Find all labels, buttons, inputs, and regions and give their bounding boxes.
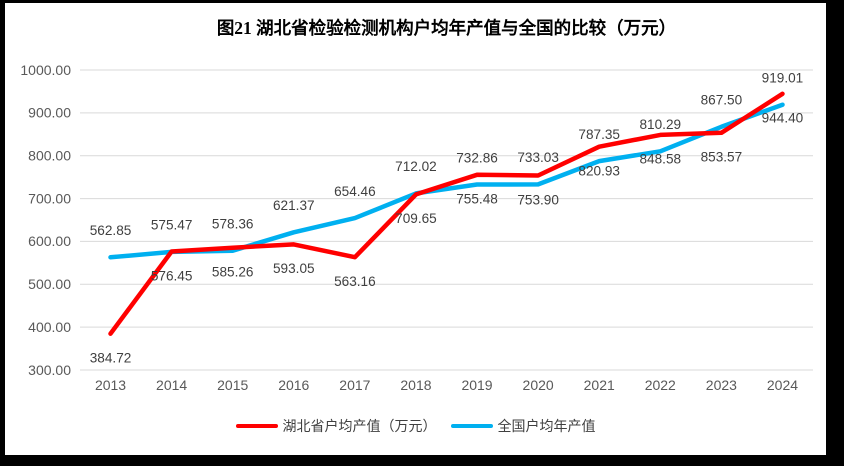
data-label: 654.46: [334, 184, 376, 199]
y-tick-label: 800.00: [28, 148, 71, 164]
chart-legend: 湖北省户均产值（万元） 全国户均年产值: [5, 416, 826, 436]
line-chart-plot: 300.00 400.00 500.00 600.00 700.00 800.00 900.…: [20, 62, 813, 393]
x-tick-label: 2021: [584, 377, 615, 393]
data-label: 848.58: [640, 152, 682, 167]
data-label: 621.37: [273, 198, 315, 213]
y-tick-label: 300.00: [28, 362, 71, 378]
x-tick-label: 2024: [767, 377, 798, 393]
data-labels: 384.72 576.45 585.26 593.05 563.16 709.65 755.…: [90, 71, 804, 366]
y-tick-label: 500.00: [28, 276, 71, 292]
x-tick-label: 2017: [339, 377, 370, 393]
legend-item-hubei: 湖北省户均产值（万元）: [235, 416, 437, 436]
data-label: 853.57: [701, 150, 743, 165]
y-tick-label: 900.00: [28, 105, 71, 121]
x-tick-label: 2016: [278, 377, 309, 393]
x-tick-label: 2013: [95, 377, 126, 393]
data-label: 593.05: [273, 261, 315, 276]
data-label: 712.02: [395, 159, 437, 174]
data-label: 867.50: [701, 93, 743, 108]
data-label: 575.47: [151, 218, 193, 233]
data-label: 919.01: [762, 71, 804, 86]
gridlines: [80, 69, 813, 371]
data-label: 576.45: [151, 268, 193, 283]
x-tick-label: 2022: [645, 377, 676, 393]
data-label: 585.26: [212, 265, 254, 280]
chart-figure: 图21 湖北省检验检测机构户均年产值与全国的比较（万元） 300.00 400.0…: [5, 3, 826, 455]
y-axis-tick-labels: 300.00 400.00 500.00 600.00 700.00 800.00 900.…: [20, 62, 71, 378]
x-tick-label: 2018: [400, 377, 431, 393]
series-line-national: [108, 102, 785, 260]
y-tick-label: 1000.00: [20, 62, 71, 78]
data-label: 810.29: [640, 117, 682, 132]
data-label: 755.48: [456, 192, 498, 207]
national-series-line-swatch: [450, 423, 493, 429]
series-lines: [108, 91, 785, 336]
legend-label-national: 全国户均年产值: [497, 418, 596, 434]
x-tick-label: 2015: [217, 377, 248, 393]
data-label: 563.16: [334, 274, 376, 289]
y-tick-label: 700.00: [28, 190, 71, 206]
data-label: 732.86: [456, 150, 498, 165]
data-label: 787.35: [578, 127, 620, 142]
y-tick-label: 600.00: [28, 233, 71, 249]
x-tick-label: 2020: [523, 377, 554, 393]
data-label: 709.65: [395, 211, 437, 226]
data-label: 820.93: [578, 164, 620, 179]
x-tick-label: 2014: [156, 377, 187, 393]
x-axis-tick-labels: 2013 2014 2015 2016 2017 2018 2019 2020 2021 2022…: [95, 377, 798, 393]
x-tick-label: 2019: [461, 377, 492, 393]
chart-title: 图21 湖北省检验检测机构户均年产值与全国的比较（万元）: [216, 18, 677, 38]
legend-item-national: 全国户均年产值: [450, 416, 596, 436]
data-label: 562.85: [90, 223, 132, 238]
x-tick-label: 2023: [706, 377, 737, 393]
data-label: 733.03: [517, 150, 559, 165]
data-label: 753.90: [517, 192, 559, 207]
hubei-series-line-swatch: [235, 423, 278, 429]
data-label: 944.40: [762, 111, 804, 126]
data-label: 384.72: [90, 350, 132, 365]
data-label: 578.36: [212, 217, 254, 232]
y-tick-label: 400.00: [28, 319, 71, 335]
series-line-hubei: [108, 91, 785, 336]
legend-label-hubei: 湖北省户均产值（万元）: [282, 418, 437, 434]
